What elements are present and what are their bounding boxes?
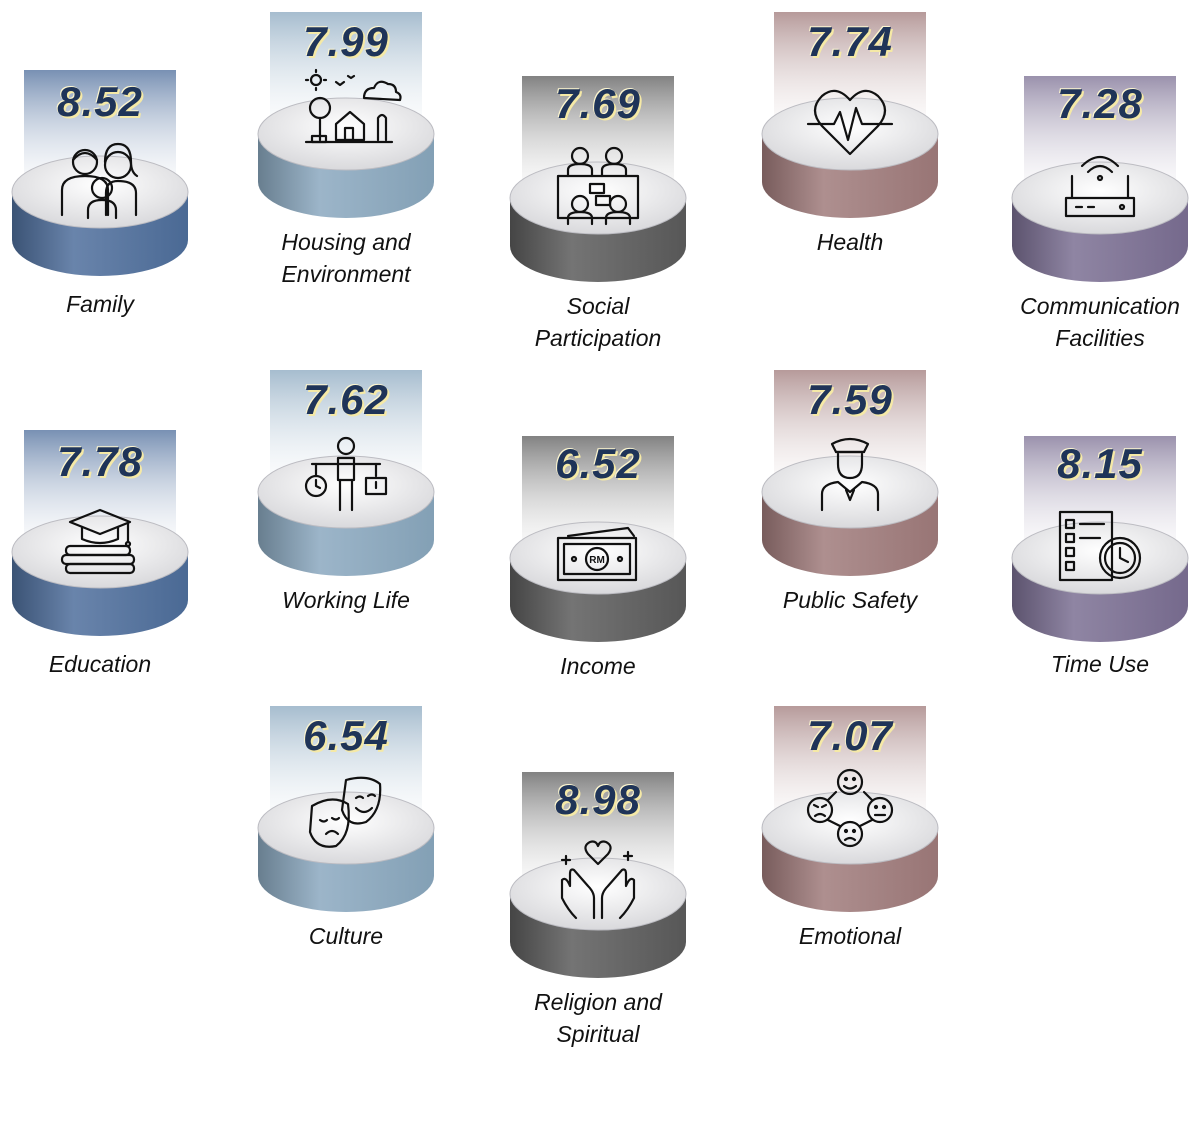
indicator-culture: 6.54 Culture bbox=[256, 706, 436, 1066]
podium-religion-spiritual bbox=[509, 772, 687, 978]
value-income: 6.52 bbox=[555, 440, 641, 487]
indicator-income: RM 6.52 Income bbox=[508, 436, 688, 796]
indicator-working-life: 7.62 Working Life bbox=[256, 370, 436, 730]
podium-time-use bbox=[1011, 436, 1189, 642]
cylinder-top bbox=[11, 155, 189, 229]
praying-hands-heart-icon bbox=[560, 840, 636, 920]
podium-income: RM bbox=[509, 436, 687, 642]
podium-emotional bbox=[761, 706, 939, 912]
cylinder-top bbox=[11, 515, 189, 589]
label-communication-facilities: Communication Facilities bbox=[1020, 293, 1180, 351]
indicator-social-participation: 7.69 Social Participation bbox=[508, 76, 688, 436]
meeting-people-icon bbox=[556, 146, 640, 226]
value-public-safety: 7.59 bbox=[807, 376, 893, 423]
theatre-masks-icon bbox=[308, 776, 382, 848]
label-culture: Culture bbox=[308, 923, 384, 949]
podium-education bbox=[11, 430, 189, 636]
label-housing-environment: Housing and Environment bbox=[281, 229, 411, 287]
emotions-faces-icon bbox=[806, 768, 894, 848]
indicator-religion-spiritual: 8.98 Religion and Spiritual bbox=[508, 772, 688, 1132]
label-time-use: Time Use bbox=[1050, 651, 1150, 677]
value-communication-facilities: 7.28 bbox=[1057, 80, 1143, 127]
podium-housing-environment bbox=[257, 12, 435, 218]
label-religion-spiritual: Religion and Spiritual bbox=[534, 989, 662, 1047]
label-public-safety: Public Safety bbox=[782, 587, 918, 613]
family-icon bbox=[60, 142, 139, 220]
cylinder-top bbox=[257, 791, 435, 865]
money-banknote-icon: RM bbox=[556, 526, 638, 582]
value-family: 8.52 bbox=[57, 78, 143, 125]
cylinder-top bbox=[509, 857, 687, 931]
work-life-balance-icon bbox=[304, 436, 388, 512]
value-time-use: 8.15 bbox=[1057, 440, 1143, 487]
indicator-housing-environment: 7.99 Housing and Environment bbox=[256, 12, 436, 372]
label-working-life: Working Life bbox=[282, 587, 410, 613]
heartbeat-icon bbox=[806, 89, 894, 156]
indicator-emotional: 7.07 Emotional bbox=[760, 706, 940, 1066]
indicator-family: 8.52 Family bbox=[10, 70, 190, 430]
value-emotional: 7.07 bbox=[807, 712, 893, 759]
label-emotional: Emotional bbox=[798, 923, 902, 949]
value-working-life: 7.62 bbox=[303, 376, 389, 423]
indicator-time-use: 8.15 Time Use bbox=[1010, 436, 1190, 796]
value-religion-spiritual: 8.98 bbox=[555, 776, 641, 823]
house-environment-icon bbox=[304, 68, 402, 144]
indicator-public-safety: 7.59 Public Safety bbox=[760, 370, 940, 730]
indicator-education: 7.78 Education bbox=[10, 430, 190, 790]
podium-health bbox=[761, 12, 939, 218]
value-health: 7.74 bbox=[807, 18, 893, 65]
label-education: Education bbox=[48, 651, 152, 677]
label-social-participation: Social Participation bbox=[534, 293, 662, 351]
graduation-cap-books-icon bbox=[60, 508, 136, 575]
cylinder-top bbox=[761, 791, 939, 865]
checklist-clock-icon bbox=[1058, 510, 1142, 582]
podium-culture bbox=[257, 706, 435, 912]
cylinder-top bbox=[509, 521, 687, 595]
podium-working-life bbox=[257, 370, 435, 576]
label-income: Income bbox=[560, 653, 636, 679]
value-education: 7.78 bbox=[57, 438, 143, 485]
podium-social-participation bbox=[509, 76, 687, 282]
cylinder-top bbox=[509, 161, 687, 235]
label-family: Family bbox=[66, 291, 134, 317]
indicator-communication-facilities: 7.28 Communication Facilities bbox=[1010, 76, 1190, 436]
value-culture: 6.54 bbox=[303, 712, 389, 759]
cylinder-top bbox=[257, 455, 435, 529]
income-currency-text: RM bbox=[589, 555, 605, 566]
podium-public-safety bbox=[761, 370, 939, 576]
value-housing-environment: 7.99 bbox=[303, 18, 389, 65]
podium-family bbox=[11, 70, 189, 276]
label-health: Health bbox=[816, 229, 884, 255]
police-officer-icon bbox=[820, 437, 880, 512]
wifi-router-icon bbox=[1064, 155, 1136, 218]
podium-communication-facilities bbox=[1011, 76, 1189, 282]
indicator-health: 7.74 Health bbox=[760, 12, 940, 372]
value-social-participation: 7.69 bbox=[555, 80, 641, 127]
